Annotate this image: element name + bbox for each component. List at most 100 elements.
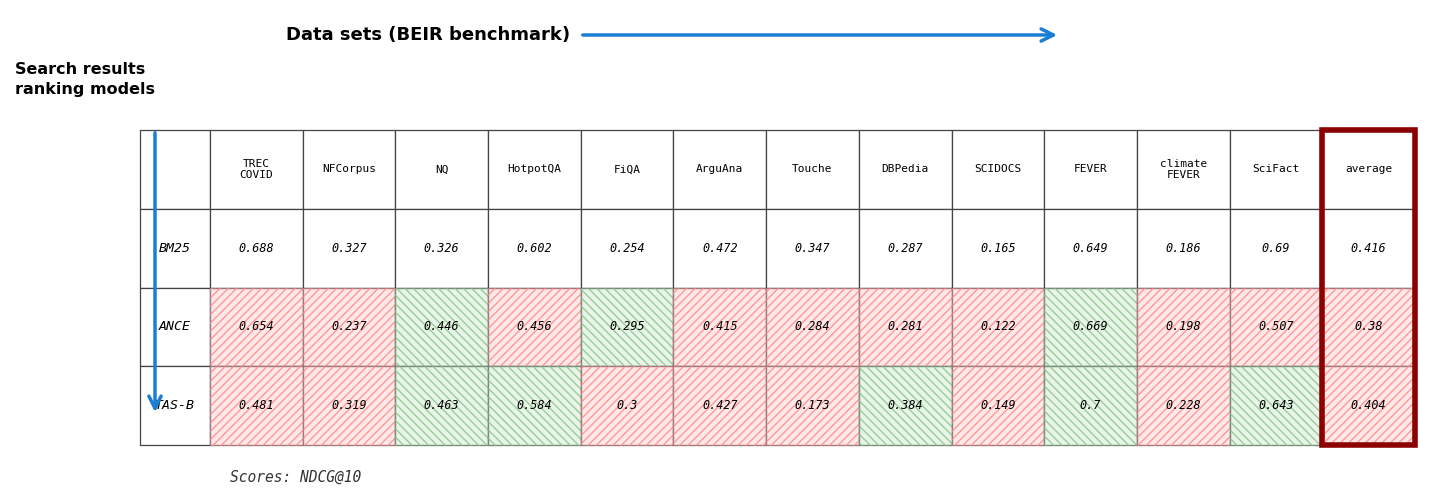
Bar <box>140 288 210 366</box>
Text: 0.319: 0.319 <box>331 399 367 412</box>
Bar <box>302 288 396 366</box>
Bar <box>1322 288 1416 366</box>
Bar <box>140 130 210 209</box>
Text: 0.326: 0.326 <box>423 242 459 254</box>
Text: 0.507: 0.507 <box>1259 320 1293 334</box>
Text: Scores: NDCG@10: Scores: NDCG@10 <box>230 470 361 485</box>
Bar <box>858 366 952 445</box>
Bar <box>488 209 580 288</box>
Bar <box>1138 130 1230 209</box>
Text: TREC
COVID: TREC COVID <box>239 158 274 180</box>
Bar <box>674 366 766 445</box>
Bar <box>488 366 580 445</box>
Text: 0.287: 0.287 <box>887 242 923 254</box>
Text: ArguAna: ArguAna <box>696 164 743 174</box>
Bar <box>210 130 302 209</box>
Text: BM25: BM25 <box>158 242 192 254</box>
Text: 0.602: 0.602 <box>517 242 552 254</box>
Bar <box>396 288 488 366</box>
Text: climate
FEVER: climate FEVER <box>1159 158 1207 180</box>
Bar <box>210 366 302 445</box>
Bar <box>140 209 210 288</box>
Bar <box>580 366 674 445</box>
Bar <box>858 209 952 288</box>
Text: 0.427: 0.427 <box>701 399 737 412</box>
Bar <box>580 366 674 445</box>
Text: 0.198: 0.198 <box>1165 320 1201 334</box>
Text: 0.165: 0.165 <box>981 242 1015 254</box>
Bar <box>1230 130 1322 209</box>
Bar <box>766 209 858 288</box>
Text: 0.584: 0.584 <box>517 399 552 412</box>
Bar <box>210 366 302 445</box>
Text: 0.669: 0.669 <box>1073 320 1109 334</box>
Text: 0.404: 0.404 <box>1351 399 1387 412</box>
Bar <box>766 288 858 366</box>
Text: SCIDOCS: SCIDOCS <box>975 164 1021 174</box>
Bar <box>952 209 1044 288</box>
Text: Touche: Touche <box>792 164 832 174</box>
Text: 0.186: 0.186 <box>1165 242 1201 254</box>
Bar <box>1044 366 1138 445</box>
Bar <box>580 288 674 366</box>
Bar <box>1322 288 1416 366</box>
Text: NFCorpus: NFCorpus <box>323 164 376 174</box>
Bar <box>396 209 488 288</box>
Bar <box>766 288 858 366</box>
Text: 0.463: 0.463 <box>423 399 459 412</box>
Bar <box>580 130 674 209</box>
Bar <box>1044 130 1138 209</box>
Bar <box>210 209 302 288</box>
Text: HotpotQA: HotpotQA <box>507 164 562 174</box>
Bar <box>1230 366 1322 445</box>
Bar <box>766 130 858 209</box>
Bar <box>580 209 674 288</box>
Bar <box>674 288 766 366</box>
Text: 0.472: 0.472 <box>701 242 737 254</box>
Bar <box>952 288 1044 366</box>
Text: 0.69: 0.69 <box>1261 242 1290 254</box>
Text: 0.173: 0.173 <box>795 399 831 412</box>
Text: ANCE: ANCE <box>158 320 192 334</box>
Text: 0.688: 0.688 <box>239 242 274 254</box>
Bar <box>1044 209 1138 288</box>
Bar <box>1230 288 1322 366</box>
Text: Data sets (BEIR benchmark): Data sets (BEIR benchmark) <box>287 26 570 44</box>
Text: DBPedia: DBPedia <box>881 164 929 174</box>
Bar <box>952 366 1044 445</box>
Text: 0.327: 0.327 <box>331 242 367 254</box>
Bar <box>1322 130 1416 209</box>
Text: 0.456: 0.456 <box>517 320 552 334</box>
Bar <box>1322 366 1416 445</box>
Text: 0.281: 0.281 <box>887 320 923 334</box>
Bar <box>674 209 766 288</box>
Bar <box>858 130 952 209</box>
Bar <box>858 366 952 445</box>
Text: TAS-B: TAS-B <box>156 399 194 412</box>
Text: 0.643: 0.643 <box>1259 399 1293 412</box>
Text: 0.38: 0.38 <box>1355 320 1382 334</box>
Bar <box>302 366 396 445</box>
Bar <box>488 366 580 445</box>
Text: 0.446: 0.446 <box>423 320 459 334</box>
Bar <box>1138 288 1230 366</box>
Text: 0.649: 0.649 <box>1073 242 1109 254</box>
Bar <box>488 288 580 366</box>
Bar <box>140 366 210 445</box>
Bar <box>1230 288 1322 366</box>
Bar <box>1138 288 1230 366</box>
Bar <box>858 288 952 366</box>
Text: 0.122: 0.122 <box>981 320 1015 334</box>
Bar <box>674 366 766 445</box>
Bar <box>952 130 1044 209</box>
Text: 0.149: 0.149 <box>981 399 1015 412</box>
Bar <box>858 288 952 366</box>
Text: 0.415: 0.415 <box>701 320 737 334</box>
Text: 0.295: 0.295 <box>609 320 645 334</box>
Bar <box>396 366 488 445</box>
Bar <box>1230 209 1322 288</box>
Text: Search results
ranking models: Search results ranking models <box>14 62 156 97</box>
Bar <box>210 288 302 366</box>
Bar <box>396 366 488 445</box>
Text: 0.347: 0.347 <box>795 242 831 254</box>
